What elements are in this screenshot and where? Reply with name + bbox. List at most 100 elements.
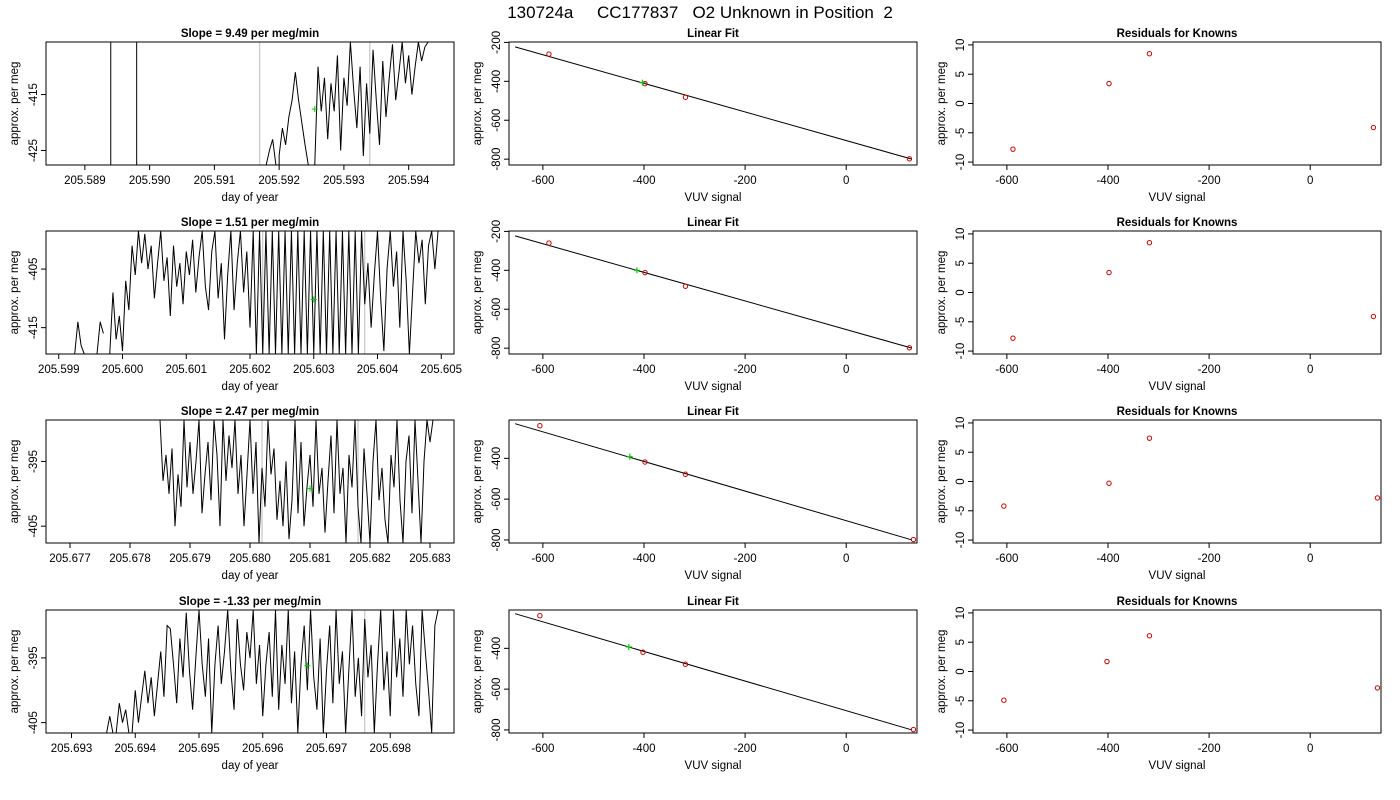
y-tick-label: -5 (955, 317, 967, 327)
plot-area (514, 235, 913, 351)
x-tick-label: -400 (1096, 743, 1119, 755)
x-tick-label: -200 (1198, 743, 1221, 755)
x-axis-label: day of year (222, 570, 279, 582)
x-tick-label: 0 (843, 175, 849, 187)
x-tick-label: 205.591 (194, 175, 236, 187)
y-tick-label: -10 (955, 722, 967, 739)
series-line (109, 292, 117, 354)
panel-title: Residuals for Knowns (1117, 596, 1238, 608)
x-tick-label: -400 (632, 553, 655, 565)
panel: Linear Fit -600 -400 -200 0 -400 -600 -800 VUV s… (472, 406, 918, 582)
y-axis-label: approx. per meg (472, 440, 484, 524)
y-tick-label: -395 (28, 450, 40, 473)
panel: Linear Fit -600 -400 -200 0 -400 -600 -800 VUV s… (472, 596, 918, 772)
plot-frame (45, 41, 455, 166)
x-tick-label: 205.696 (242, 743, 284, 755)
panel-title: Linear Fit (687, 28, 739, 40)
x-tick-label: 0 (843, 743, 849, 755)
residual-point (1374, 685, 1381, 691)
y-tick-label: -600 (491, 488, 503, 511)
y-tick-label: -5 (955, 696, 967, 706)
plot-frame (508, 609, 918, 734)
plot-area (1001, 633, 1381, 703)
series-line (74, 321, 85, 354)
x-tick-label: 0 (843, 553, 849, 565)
y-axis-label: approx. per meg (472, 630, 484, 714)
panel-title: Slope = 9.49 per meg/min (181, 28, 319, 40)
y-tick-label: -400 (491, 259, 503, 282)
x-tick-label: 205.599 (38, 364, 80, 376)
known-point (546, 240, 552, 246)
y-tick-label: -600 (491, 109, 503, 132)
x-tick-label: -200 (1198, 364, 1221, 376)
plot-frame (45, 230, 455, 355)
x-tick-label: 205.680 (229, 553, 271, 565)
x-tick-label: -400 (632, 175, 655, 187)
x-axis-label: day of year (222, 760, 279, 772)
panel: Slope = 9.49 per meg/min 205.589 205.590 20… (9, 28, 455, 204)
x-tick-label: -200 (734, 553, 757, 565)
x-tick-label: 205.600 (102, 364, 144, 376)
x-tick-label: 205.683 (409, 553, 451, 565)
x-tick-label: 205.604 (357, 364, 399, 376)
residual-point (1146, 51, 1153, 57)
series-line (131, 610, 439, 733)
panel-title: Residuals for Knowns (1117, 28, 1238, 40)
x-tick-label: -600 (995, 175, 1018, 187)
panel-title: Slope = 2.47 per meg/min (181, 406, 319, 418)
x-tick-label: -400 (1096, 364, 1119, 376)
panel-title: Slope = 1.51 per meg/min (181, 217, 319, 229)
panel: Slope = 2.47 per meg/min 205.677 205.678 20… (9, 406, 455, 582)
x-tick-label: -400 (1096, 553, 1119, 565)
y-tick-label: -405 (28, 711, 40, 734)
x-axis-label: VUV signal (1149, 760, 1206, 772)
known-point (906, 345, 913, 351)
known-point (537, 613, 543, 619)
x-tick-label: 205.593 (323, 175, 365, 187)
y-tick-label: 10 (955, 39, 967, 52)
x-tick-label: 0 (1307, 743, 1313, 755)
y-tick-label: 0 (955, 100, 967, 106)
residual-point (1374, 495, 1381, 501)
plot-frame (972, 230, 1382, 355)
x-tick-label: -400 (632, 364, 655, 376)
x-tick-label: -200 (734, 743, 757, 755)
x-tick-label: -600 (531, 743, 554, 755)
x-axis-label: VUV signal (685, 760, 742, 772)
panel-title: Slope = -1.33 per meg/min (179, 596, 321, 608)
x-tick-label: -200 (1198, 553, 1221, 565)
plot-frame (972, 41, 1382, 166)
x-axis-label: day of year (222, 381, 279, 393)
y-tick-label: -395 (28, 646, 40, 669)
y-tick-label: 10 (955, 228, 967, 241)
y-tick-label: -400 (491, 70, 503, 93)
x-axis-label: VUV signal (1149, 570, 1206, 582)
x-tick-label: 205.679 (169, 553, 211, 565)
x-axis-label: VUV signal (685, 570, 742, 582)
x-tick-label: 205.682 (349, 553, 391, 565)
known-point (546, 51, 552, 57)
x-tick-label: 205.693 (51, 743, 93, 755)
y-tick-label: -405 (28, 515, 40, 538)
panel: Slope = -1.33 per meg/min 205.693 205.694 2… (9, 596, 455, 772)
x-tick-label: 205.681 (289, 553, 331, 565)
known-point (910, 726, 917, 733)
x-tick-label: 205.594 (388, 175, 430, 187)
x-axis-label: VUV signal (685, 192, 742, 204)
x-tick-label: 205.678 (109, 553, 151, 565)
residual-point (1146, 633, 1153, 639)
x-tick-label: -200 (734, 175, 757, 187)
x-tick-label: -600 (995, 364, 1018, 376)
residual-point (1146, 240, 1153, 246)
y-axis-label: approx. per meg (472, 62, 484, 146)
known-point (640, 649, 646, 655)
panel: Slope = 1.51 per meg/min 205.599 205.600 20… (9, 217, 462, 393)
plot-frame (508, 230, 918, 355)
y-tick-label: -800 (491, 148, 503, 171)
x-tick-label: -200 (1198, 175, 1221, 187)
x-tick-label: 0 (1307, 553, 1313, 565)
x-tick-label: 205.602 (229, 364, 271, 376)
y-tick-label: 5 (955, 449, 967, 455)
plot-area (74, 231, 439, 354)
y-tick-label: 0 (955, 478, 967, 484)
